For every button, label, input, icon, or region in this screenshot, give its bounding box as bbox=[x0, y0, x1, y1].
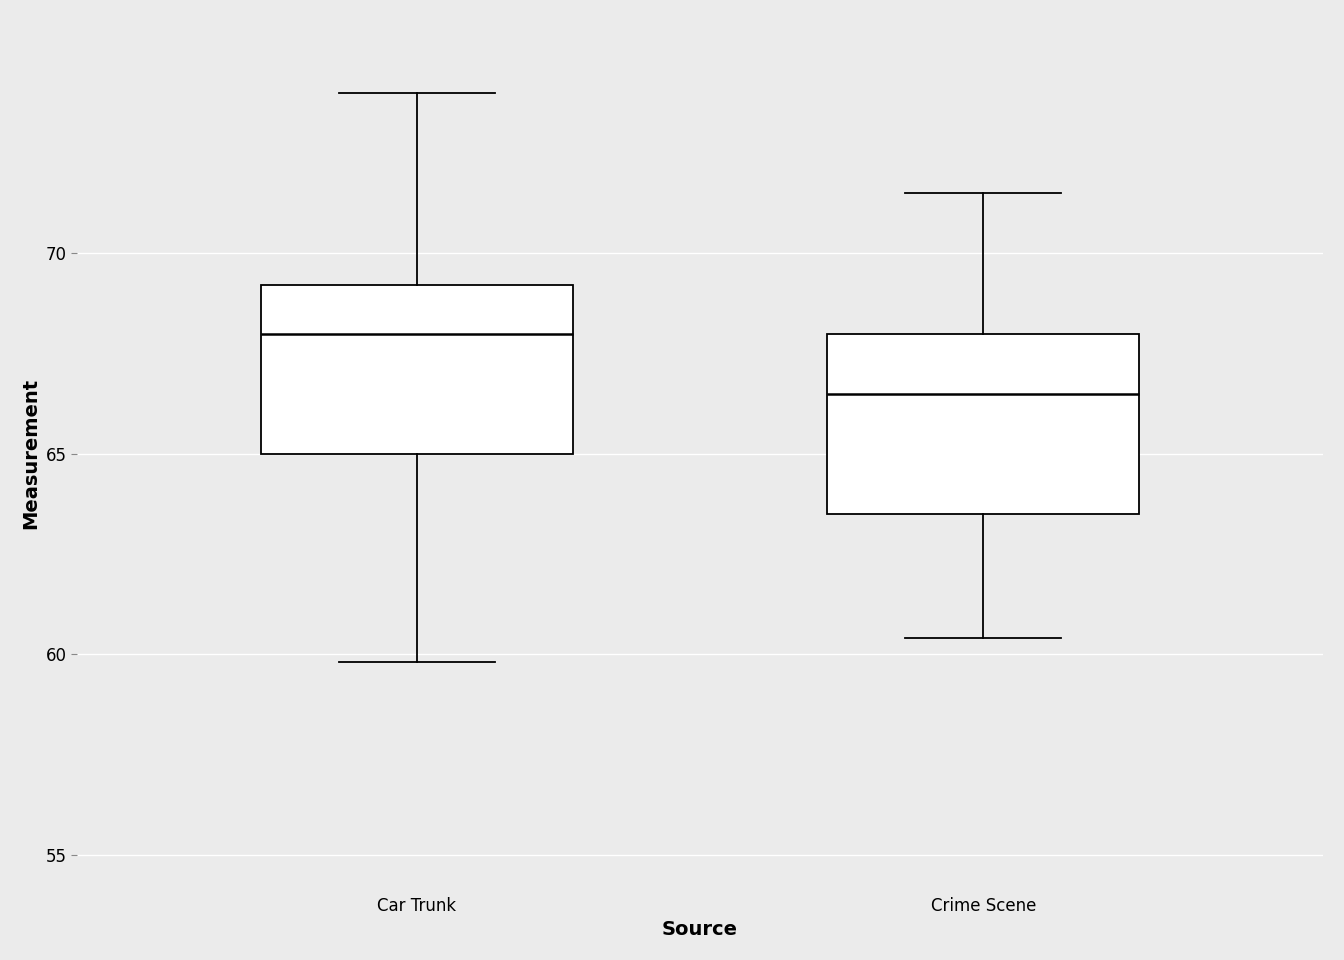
PathPatch shape bbox=[828, 333, 1140, 514]
Y-axis label: Measurement: Measurement bbox=[22, 378, 40, 529]
X-axis label: Source: Source bbox=[663, 921, 738, 939]
PathPatch shape bbox=[261, 285, 573, 454]
